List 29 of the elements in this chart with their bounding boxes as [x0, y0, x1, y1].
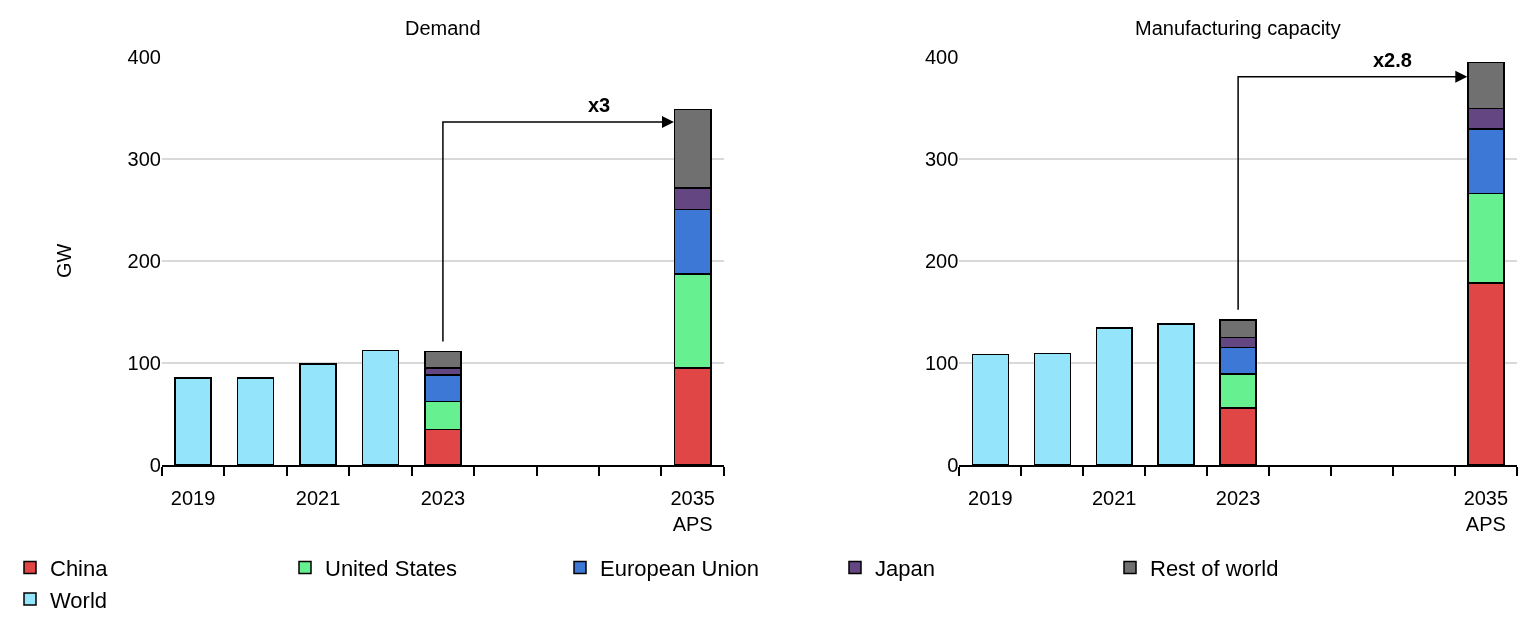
- annotation: x2.8: [1373, 49, 1412, 71]
- chart-title: Demand: [405, 17, 481, 39]
- y-tick-label: 300: [127, 147, 161, 170]
- y-axis-title: GW: [53, 243, 76, 278]
- x-tick-label: 2021: [1091, 487, 1137, 509]
- x-tick-label: 2035 APS: [1463, 487, 1509, 535]
- legend-label: Rest of world: [1150, 556, 1279, 582]
- chart-title: Manufacturing capacity: [1135, 17, 1341, 39]
- y-tick-label: 0: [947, 454, 959, 476]
- x-tick-label: 2019: [968, 487, 1013, 509]
- legend-label: China: [50, 556, 109, 582]
- x-tick-label: 2023: [420, 487, 466, 509]
- legend-label: World: [50, 587, 108, 613]
- y-tick-label: 0: [149, 454, 161, 476]
- x-tick-label: 2019: [170, 487, 216, 509]
- x-tick-label: 2035 APS: [670, 487, 715, 535]
- x-tick-label: 2023: [1215, 487, 1261, 509]
- legend-label: European Union: [600, 556, 760, 582]
- y-tick-label: 200: [127, 249, 161, 272]
- x-tick-label: 2021: [295, 487, 341, 509]
- y-tick-label: 200: [925, 249, 959, 272]
- annotation: x3: [588, 94, 611, 116]
- y-tick-label: 400: [127, 45, 161, 68]
- y-tick-label: 100: [127, 351, 161, 374]
- legend-label: United States: [325, 556, 458, 582]
- y-tick-label: 400: [925, 45, 959, 68]
- y-tick-label: 300: [925, 147, 959, 170]
- y-tick-label: 100: [925, 351, 959, 374]
- legend-label: Japan: [875, 556, 935, 582]
